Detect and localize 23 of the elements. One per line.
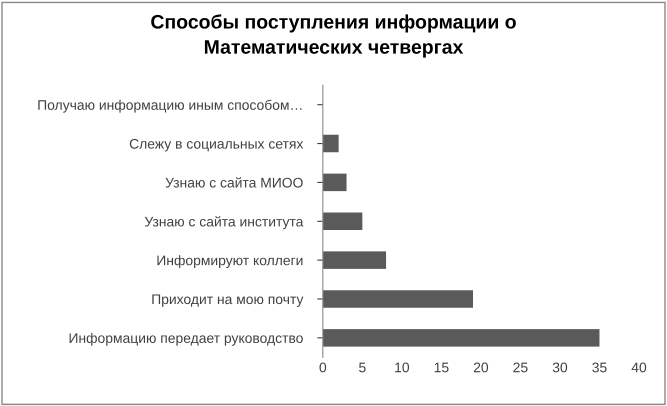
- bar: [322, 212, 362, 230]
- y-tick-label: Получаю информацию иным способом…: [38, 100, 302, 113]
- bar: [322, 134, 339, 152]
- x-tick-label: 15: [434, 362, 449, 372]
- x-tick-label: 40: [632, 362, 646, 372]
- y-tick-label: Приходит на мою почту: [152, 294, 304, 307]
- x-tick-label: 20: [474, 362, 488, 372]
- x-tick-label: 5: [359, 362, 366, 372]
- x-tick-label: 30: [552, 362, 568, 372]
- bar: [322, 290, 474, 308]
- chart-title: Способы поступления информации о Математических четвергах: [151, 14, 516, 58]
- x-tick-label: 10: [395, 362, 410, 372]
- bar: [322, 174, 347, 192]
- bar: [322, 251, 386, 269]
- x-tick-label: 0: [320, 362, 326, 372]
- y-tick-label: Слежу в социальных сетях: [130, 138, 304, 152]
- bar: [322, 329, 600, 347]
- y-tick-label: Узнаю с сайта института: [144, 216, 304, 230]
- y-tick-label: Информацию передает руководство: [70, 332, 303, 346]
- x-tick-label: 35: [592, 362, 607, 372]
- y-tick-label: Узнаю с сайта МИОО: [166, 177, 303, 188]
- y-tick-label: Информируют коллеги: [157, 255, 302, 268]
- x-tick-label: 25: [513, 362, 528, 372]
